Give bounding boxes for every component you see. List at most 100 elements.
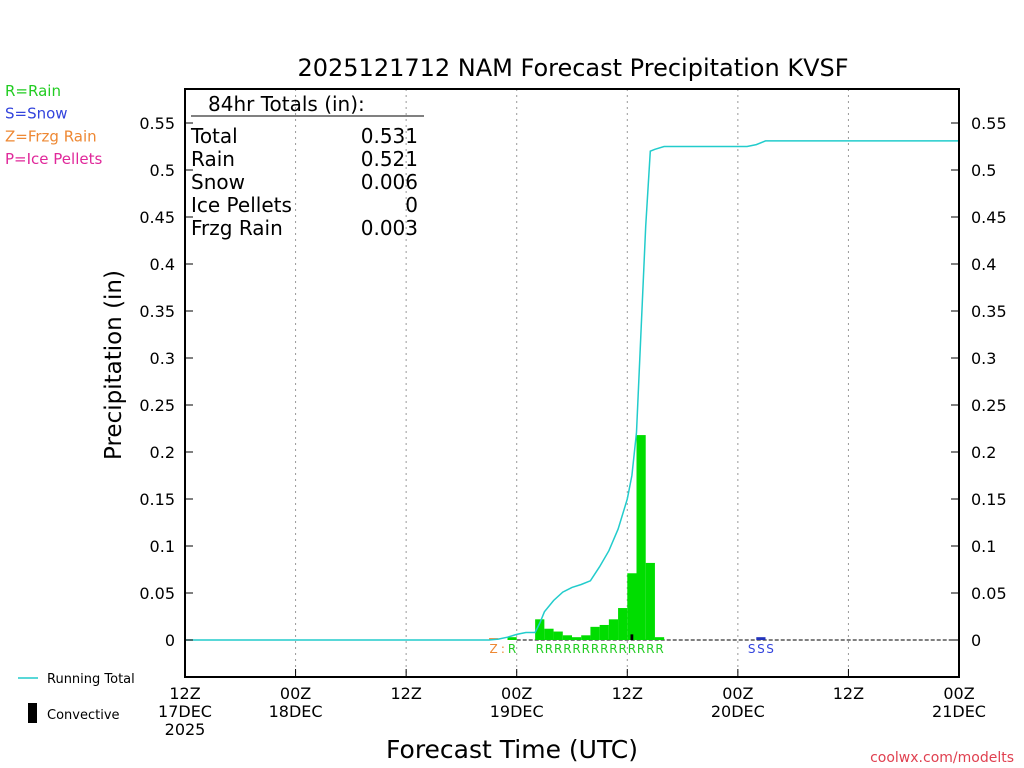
x-tick-label: 12Z [833, 684, 864, 703]
convective-legend-swatch [28, 703, 37, 723]
convective-bars [630, 634, 634, 640]
y-tick-label: 0.2 [150, 443, 175, 462]
y-tick-label-right: 0.45 [971, 208, 1007, 227]
y-tick-label: 0.3 [150, 349, 175, 368]
totals-row-value: 0.003 [361, 216, 418, 240]
x-tick-label: 21DEC [932, 702, 986, 721]
legend-bottom-item: Convective [47, 708, 120, 723]
precip-bar [608, 619, 619, 640]
type-marker: R [591, 642, 599, 656]
precip-bar [756, 637, 766, 640]
type-marker: S [757, 642, 765, 656]
type-marker: R [572, 642, 580, 656]
x-axis-label: Forecast Time (UTC) [386, 735, 638, 764]
legend-bottom: Running Total Convective [18, 672, 135, 723]
precip-bar [581, 635, 591, 640]
chart-title: 2025121712 NAM Forecast Precipitation KV… [297, 54, 848, 82]
x-tick-label: 12Z [390, 684, 421, 703]
precip-bar [618, 608, 628, 640]
type-marker: R [628, 642, 636, 656]
y-axis-label: Precipitation (in) [101, 270, 127, 460]
legend-top-item: P=Ice Pellets [5, 150, 102, 168]
y-tick-label-right: 0.15 [971, 490, 1007, 509]
totals-row-label: Total [190, 124, 238, 148]
totals-box: 84hr Totals (in): Total 0.531 Rain 0.521 Sno… [190, 92, 424, 240]
y-tick-label-right: 0.25 [971, 396, 1007, 415]
y-axis-left: 0 0.05 0.1 0.15 0.2 0.25 0.3 0.35 0.4 0.45 0.5 0.55 [139, 114, 193, 650]
precip-bar [562, 635, 572, 640]
precip-bar [636, 435, 646, 640]
y-tick-label-right: 0.4 [971, 255, 996, 274]
x-tick-label: 18DEC [269, 702, 323, 721]
precip-bar [553, 631, 563, 640]
type-marker: : [501, 642, 505, 656]
y-tick-label: 0.05 [139, 584, 175, 603]
y-tick-label-right: 0.35 [971, 302, 1007, 321]
type-marker: R [545, 642, 553, 656]
y-tick-label-right: 0.55 [971, 114, 1007, 133]
y-tick-label-right: 0.5 [971, 161, 996, 180]
y-tick-label: 0 [165, 631, 175, 650]
y-tick-label: 0.45 [139, 208, 175, 227]
type-marker: R [536, 642, 544, 656]
precip-bar [645, 562, 655, 640]
y-axis-right: 0 0.05 0.1 0.15 0.2 0.25 0.3 0.35 0.4 0.45 0.5 0.55 [951, 114, 1007, 650]
x-tick-label: 00Z [280, 684, 311, 703]
x-tick-label: 00Z [943, 684, 974, 703]
legend-top-item: Z=Frzg Rain [5, 127, 97, 145]
precip-bar [572, 637, 582, 640]
y-tick-label: 0.5 [150, 161, 175, 180]
x-tick-label: 19DEC [490, 702, 544, 721]
x-tick-label: 12Z [612, 684, 643, 703]
totals-row-value: 0.531 [361, 124, 418, 148]
grid-lines [295, 89, 849, 677]
type-marker: R [619, 642, 627, 656]
type-marker: R [508, 642, 516, 656]
type-marker: Z [490, 642, 498, 656]
type-marker: S [766, 642, 774, 656]
totals-row-value: 0.006 [361, 170, 418, 194]
totals-row-label: Snow [191, 170, 245, 194]
y-tick-label: 0.55 [139, 114, 175, 133]
legend-top: R=Rain S=Snow Z=Frzg Rain P=Ice Pellets [5, 82, 102, 168]
legend-bottom-item: Running Total [47, 672, 135, 687]
y-tick-label-right: 0.2 [971, 443, 996, 462]
precip-bar [544, 628, 554, 640]
y-tick-label: 0.15 [139, 490, 175, 509]
bars [489, 435, 766, 640]
x-tick-label: 2025 [165, 720, 206, 739]
type-marker: R [655, 642, 663, 656]
y-tick-label: 0.35 [139, 302, 175, 321]
legend-top-item: R=Rain [5, 82, 61, 100]
totals-row-value: 0.521 [361, 147, 418, 171]
precip-bar [627, 573, 637, 640]
type-marker: R [582, 642, 590, 656]
totals-title: 84hr Totals (in): [208, 92, 365, 116]
plot-frame [184, 88, 960, 678]
precip-bar [590, 626, 600, 640]
type-marker: R [646, 642, 654, 656]
x-tick-label: 00Z [722, 684, 753, 703]
y-tick-label-right: 0.05 [971, 584, 1007, 603]
y-tick-label-right: 0.3 [971, 349, 996, 368]
precip-bar [654, 637, 665, 640]
x-tick-label: 20DEC [711, 702, 765, 721]
type-marker: R [609, 642, 617, 656]
y-tick-label: 0.1 [150, 537, 175, 556]
precip-bar [599, 624, 609, 640]
type-marker: R [637, 642, 645, 656]
y-tick-label: 0.4 [150, 255, 175, 274]
x-tick-label: 00Z [501, 684, 532, 703]
type-marker: R [600, 642, 608, 656]
y-tick-label-right: 0.1 [971, 537, 996, 556]
precip-bar [535, 619, 545, 640]
totals-row-label: Rain [191, 147, 235, 171]
totals-row-label: Ice Pellets [191, 193, 292, 217]
precip-bar [507, 637, 517, 640]
credit-text: coolwx.com/modelts [870, 750, 1014, 766]
x-tick-label: 17DEC [158, 702, 212, 721]
y-tick-label-right: 0 [971, 631, 981, 650]
